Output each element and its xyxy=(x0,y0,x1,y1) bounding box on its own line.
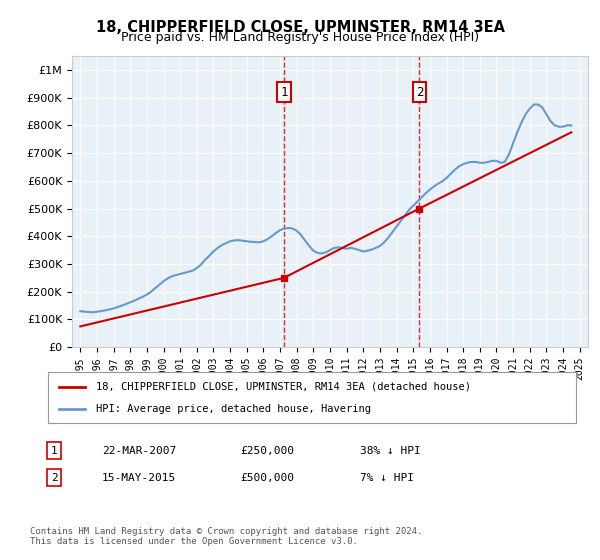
Text: £500,000: £500,000 xyxy=(240,473,294,483)
Text: 7% ↓ HPI: 7% ↓ HPI xyxy=(360,473,414,483)
Text: 15-MAY-2015: 15-MAY-2015 xyxy=(102,473,176,483)
Text: Contains HM Land Registry data © Crown copyright and database right 2024.
This d: Contains HM Land Registry data © Crown c… xyxy=(30,526,422,546)
Text: HPI: Average price, detached house, Havering: HPI: Average price, detached house, Have… xyxy=(95,404,371,414)
Text: 2: 2 xyxy=(416,86,423,99)
Text: 1: 1 xyxy=(50,446,58,456)
Text: 22-MAR-2007: 22-MAR-2007 xyxy=(102,446,176,456)
Text: 18, CHIPPERFIELD CLOSE, UPMINSTER, RM14 3EA: 18, CHIPPERFIELD CLOSE, UPMINSTER, RM14 … xyxy=(95,20,505,35)
Text: Price paid vs. HM Land Registry's House Price Index (HPI): Price paid vs. HM Land Registry's House … xyxy=(121,31,479,44)
Text: 2: 2 xyxy=(50,473,58,483)
Text: 18, CHIPPERFIELD CLOSE, UPMINSTER, RM14 3EA (detached house): 18, CHIPPERFIELD CLOSE, UPMINSTER, RM14 … xyxy=(95,381,470,391)
Text: 1: 1 xyxy=(280,86,287,99)
Text: £250,000: £250,000 xyxy=(240,446,294,456)
Text: 38% ↓ HPI: 38% ↓ HPI xyxy=(360,446,421,456)
